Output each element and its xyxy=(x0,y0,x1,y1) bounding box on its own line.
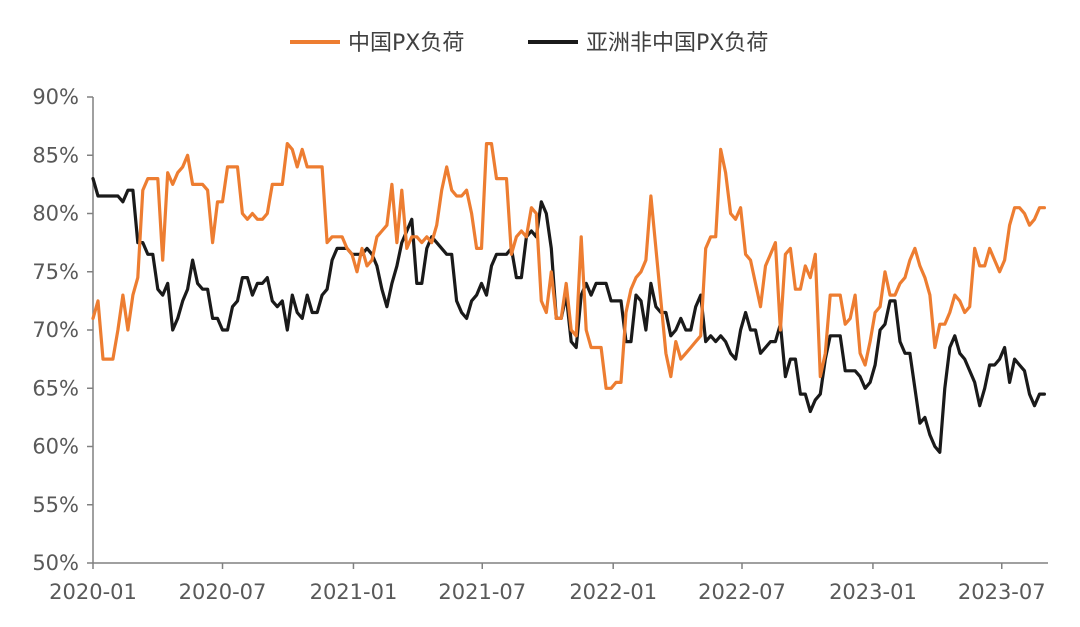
legend-item-0: 中国PX负荷 xyxy=(290,31,464,56)
legend-label: 中国PX负荷 xyxy=(348,31,464,56)
series-layer xyxy=(91,142,1046,454)
series-line-0 xyxy=(91,142,1046,390)
y-tick-label: 60% xyxy=(32,435,79,459)
y-tick-label: 70% xyxy=(32,318,79,342)
y-tick-label: 80% xyxy=(32,202,79,226)
x-axis: 2020-01 2020-07 2021-01 2021-07 2022-01 2022-… xyxy=(49,562,1048,604)
x-tick-label: 2023-07 xyxy=(958,580,1046,604)
y-tick-label: 50% xyxy=(32,551,79,575)
y-tick-label: 90% xyxy=(32,85,79,109)
y-tick-label: 85% xyxy=(32,143,79,167)
y-tick-label: 65% xyxy=(32,376,79,400)
x-tick-label: 2020-01 xyxy=(49,580,137,604)
x-tick-label: 2022-01 xyxy=(569,580,657,604)
x-tick-label: 2021-01 xyxy=(310,580,398,604)
y-tick-label: 55% xyxy=(32,493,79,517)
y-tick-label: 75% xyxy=(32,260,79,284)
x-tick-label: 2021-07 xyxy=(438,580,526,604)
legend-label: 亚洲非中国PX负荷 xyxy=(586,31,768,56)
x-tick-label: 2023-01 xyxy=(829,580,917,604)
legend: 中国PX负荷 亚洲非中国PX负荷 xyxy=(290,31,768,56)
x-tick-label: 2020-07 xyxy=(179,580,267,604)
x-tick-label: 2022-07 xyxy=(698,580,786,604)
legend-item-1: 亚洲非中国PX负荷 xyxy=(528,31,768,56)
y-axis: 50% 55% 60% 65% 70% 75% 80% 85% 90% xyxy=(32,85,94,575)
